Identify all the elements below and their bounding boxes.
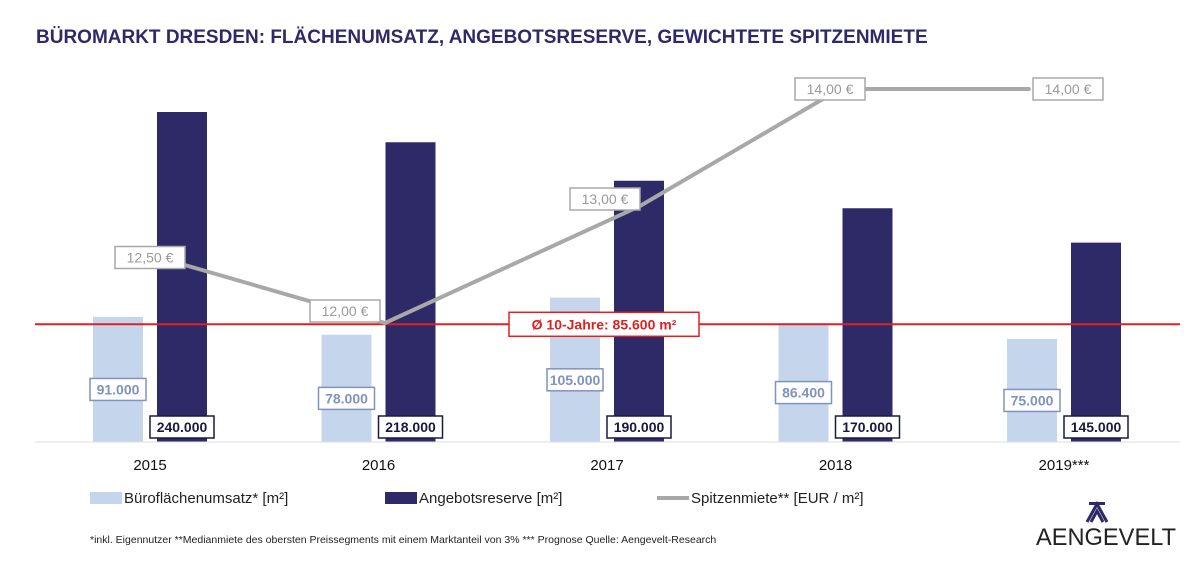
legend-item: Spitzenmiete** [EUR / m²] [657, 490, 864, 507]
legend-item: Angebotsreserve [m²] [385, 490, 562, 507]
svg-text:170.000: 170.000 [842, 419, 893, 435]
data-label-spitzenmiete: 13,00 € [569, 187, 641, 211]
data-label-angebotsreserve: 190.000 [606, 415, 672, 439]
x-tick-label: 2018 [819, 457, 852, 474]
data-label-bueroflaechenumsatz: 78.000 [317, 386, 376, 411]
svg-text:78.000: 78.000 [325, 390, 368, 406]
data-label-angebotsreserve: 145.000 [1063, 415, 1129, 439]
svg-text:12,50 €: 12,50 € [127, 250, 174, 266]
svg-text:Ø 10-Jahre: 85.600 m²: Ø 10-Jahre: 85.600 m² [532, 316, 677, 332]
svg-text:218.000: 218.000 [385, 419, 436, 435]
bar-angebotsreserve [157, 112, 207, 442]
svg-text:145.000: 145.000 [1071, 419, 1122, 435]
data-label-angebotsreserve: 218.000 [377, 415, 444, 439]
svg-text:Spitzenmiete** [EUR / m²]: Spitzenmiete** [EUR / m²] [691, 490, 864, 507]
chart-title: BÜROMARKT DRESDEN: FLÄCHENUMSATZ, ANGEBO… [36, 27, 928, 48]
data-label-bueroflaechenumsatz: 91.000 [89, 377, 147, 402]
point-spitzenmiete [1029, 88, 1031, 90]
x-tick-label: 2017 [590, 457, 623, 474]
legend-item: Büroflächenumsatz* [m²] [90, 490, 288, 507]
data-label-bueroflaechenumsatz: 75.000 [1003, 388, 1061, 413]
footnote: *inkl. Eigennutzer **Medianmiete des obe… [90, 534, 716, 546]
svg-text:240.000: 240.000 [157, 419, 208, 435]
reference-line-label: Ø 10-Jahre: 85.600 m² [508, 311, 700, 338]
svg-text:12,00 €: 12,00 € [322, 303, 369, 319]
data-label-bueroflaechenumsatz: 105.000 [546, 368, 604, 392]
svg-text:AENGEVELT: AENGEVELT [1036, 524, 1176, 551]
x-tick-label: 2016 [362, 457, 395, 474]
data-label-bueroflaechenumsatz: 86.400 [774, 380, 833, 405]
bar-angebotsreserve [1071, 242, 1121, 442]
aengevelt-logo: AENGEVELT [1036, 500, 1176, 551]
data-label-spitzenmiete: 14,00 € [1032, 77, 1104, 101]
svg-text:105.000: 105.000 [550, 372, 601, 388]
bar-angebotsreserve [614, 180, 664, 442]
svg-text:14,00 €: 14,00 € [807, 81, 854, 97]
svg-text:91.000: 91.000 [97, 381, 140, 397]
data-label-spitzenmiete: 12,00 € [309, 299, 381, 323]
data-label-angebotsreserve: 240.000 [149, 415, 215, 439]
svg-text:13,00 €: 13,00 € [582, 191, 629, 207]
x-tick-label: 2015 [133, 457, 166, 474]
x-tick-label: 2019*** [1039, 457, 1090, 474]
logo-mark-icon [1085, 500, 1109, 523]
data-label-angebotsreserve: 170.000 [834, 415, 901, 439]
data-label-spitzenmiete: 12,50 € [114, 245, 186, 270]
data-label-spitzenmiete: 14,00 € [794, 77, 866, 101]
svg-text:190.000: 190.000 [614, 419, 665, 435]
svg-text:Angebotsreserve [m²]: Angebotsreserve [m²] [419, 490, 562, 507]
svg-text:75.000: 75.000 [1011, 392, 1054, 408]
point-spitzenmiete [384, 322, 386, 324]
svg-text:Büroflächenumsatz* [m²]: Büroflächenumsatz* [m²] [124, 490, 288, 507]
svg-text:86.400: 86.400 [782, 385, 825, 401]
bar-angebotsreserve [385, 142, 436, 442]
svg-text:14,00 €: 14,00 € [1045, 81, 1092, 97]
